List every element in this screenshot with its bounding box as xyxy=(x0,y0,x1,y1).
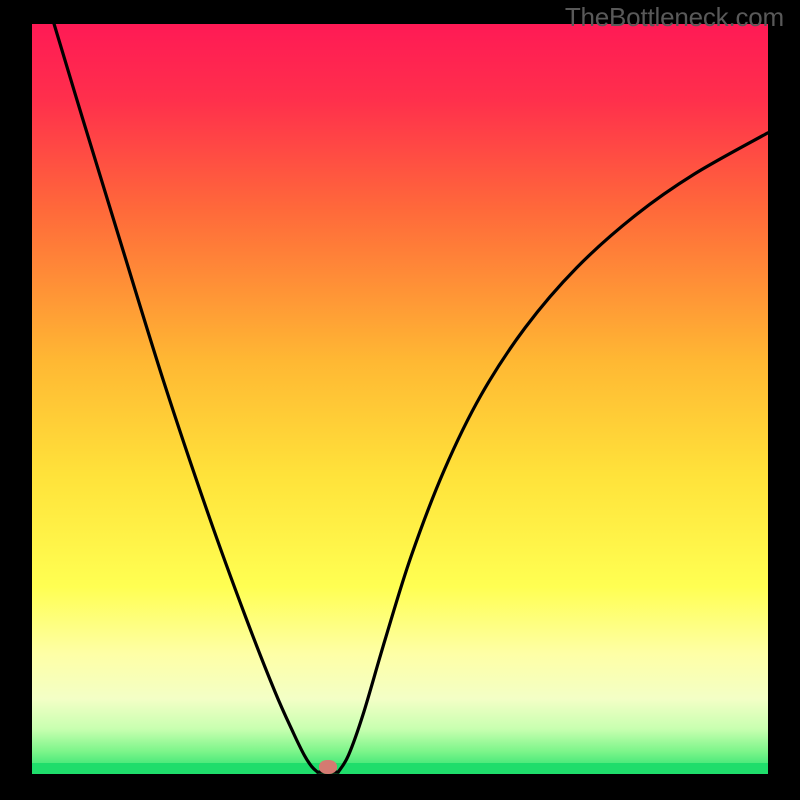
watermark-text: TheBottleneck.com xyxy=(565,2,784,33)
apex-marker xyxy=(319,760,337,774)
chart-frame: TheBottleneck.com xyxy=(0,0,800,800)
v-curve xyxy=(32,24,768,774)
plot-area xyxy=(32,24,768,774)
curve-segment xyxy=(54,24,317,772)
curve-segment xyxy=(338,133,768,772)
